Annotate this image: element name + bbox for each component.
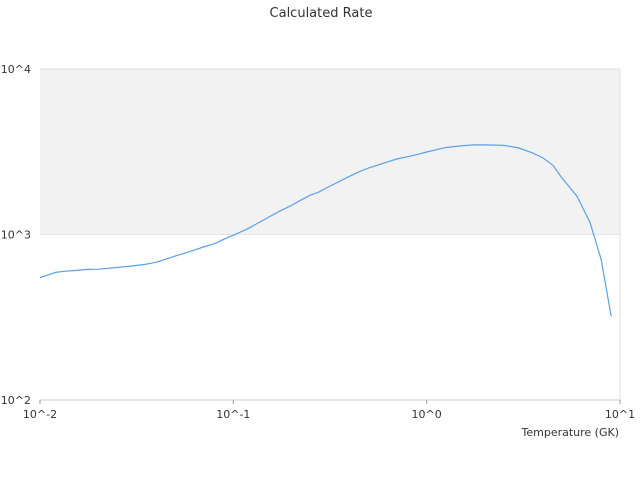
x-tick-label: 10^1 <box>605 408 635 421</box>
plot-frame <box>40 68 621 401</box>
x-axis-ticks: 10^-2 10^-1 10^0 10^1 <box>23 400 635 421</box>
chart-title: Calculated Rate <box>270 6 373 21</box>
y-tick-label: 10^2 <box>1 394 31 407</box>
x-tick-label: 10^-2 <box>23 408 57 421</box>
x-tick-label: 10^-1 <box>216 408 250 421</box>
y-tick-label: 10^4 <box>1 63 31 76</box>
x-axis-label: Temperature (GK) <box>521 426 620 439</box>
x-tick-label: 10^0 <box>412 408 442 421</box>
y-axis-ticks: 10^2 10^3 10^4 <box>1 63 31 407</box>
series-layer <box>39 144 612 317</box>
y-tick-label: 10^3 <box>1 229 31 242</box>
plot-background-band <box>40 69 620 235</box>
plot-band-rect <box>40 69 620 235</box>
series-line <box>39 144 612 317</box>
